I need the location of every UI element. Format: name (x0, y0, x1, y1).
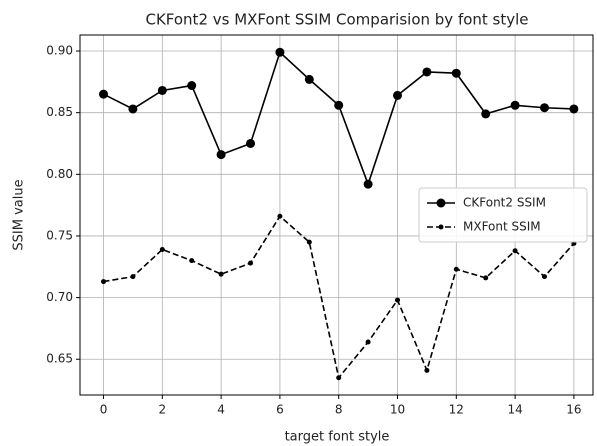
point (336, 375, 342, 381)
point (510, 100, 520, 110)
point (189, 258, 195, 264)
legend-marker (436, 198, 446, 208)
x-tick-label: 8 (335, 403, 343, 417)
point (275, 47, 285, 57)
point (306, 239, 312, 245)
y-tick-label: 0.80 (46, 167, 73, 181)
point (483, 275, 489, 281)
point (157, 85, 167, 95)
point (216, 150, 226, 160)
x-tick-label: 0 (100, 403, 108, 417)
point (277, 213, 283, 219)
point (512, 248, 518, 254)
y-tick-label: 0.75 (46, 228, 73, 242)
point (422, 67, 432, 77)
x-tick-label: 14 (507, 403, 522, 417)
x-tick-label: 4 (217, 403, 225, 417)
legend-label: MXFont SSIM (463, 220, 541, 234)
point (569, 104, 579, 114)
legend: CKFont2 SSIM MXFont SSIM (418, 187, 588, 243)
legend-label: CKFont2 SSIM (463, 196, 546, 210)
legend-marker (438, 224, 444, 230)
y-tick-label: 0.65 (46, 352, 73, 366)
point (246, 138, 256, 148)
point (395, 297, 401, 303)
x-tick-label: 12 (449, 403, 464, 417)
x-tick-label: 2 (158, 403, 166, 417)
point (334, 100, 344, 110)
point (159, 247, 165, 253)
point (481, 109, 491, 119)
point (248, 260, 254, 266)
point (128, 104, 138, 114)
x-axis-label: target font style (285, 430, 390, 445)
point (424, 367, 430, 373)
point (187, 81, 197, 91)
point (451, 68, 461, 78)
point (365, 339, 371, 345)
legend-box (418, 187, 588, 243)
x-tick-label: 6 (276, 403, 284, 417)
point (541, 274, 547, 280)
y-tick-label: 0.85 (46, 105, 73, 119)
point (218, 271, 224, 277)
point (539, 103, 549, 113)
y-axis-label: SSIM value (12, 179, 27, 250)
point (453, 266, 459, 272)
y-tick-label: 0.70 (46, 290, 73, 304)
point (393, 90, 403, 100)
plot-frame (79, 34, 594, 396)
point (304, 74, 314, 84)
point (99, 89, 109, 99)
point (101, 279, 107, 285)
x-tick-label: 16 (566, 403, 581, 417)
chart-title: CKFont2 vs MXFont SSIM Comparision by fo… (145, 11, 528, 29)
point (130, 274, 136, 280)
x-tick-label: 10 (390, 403, 405, 417)
y-tick-label: 0.90 (46, 44, 73, 58)
point (363, 179, 373, 189)
